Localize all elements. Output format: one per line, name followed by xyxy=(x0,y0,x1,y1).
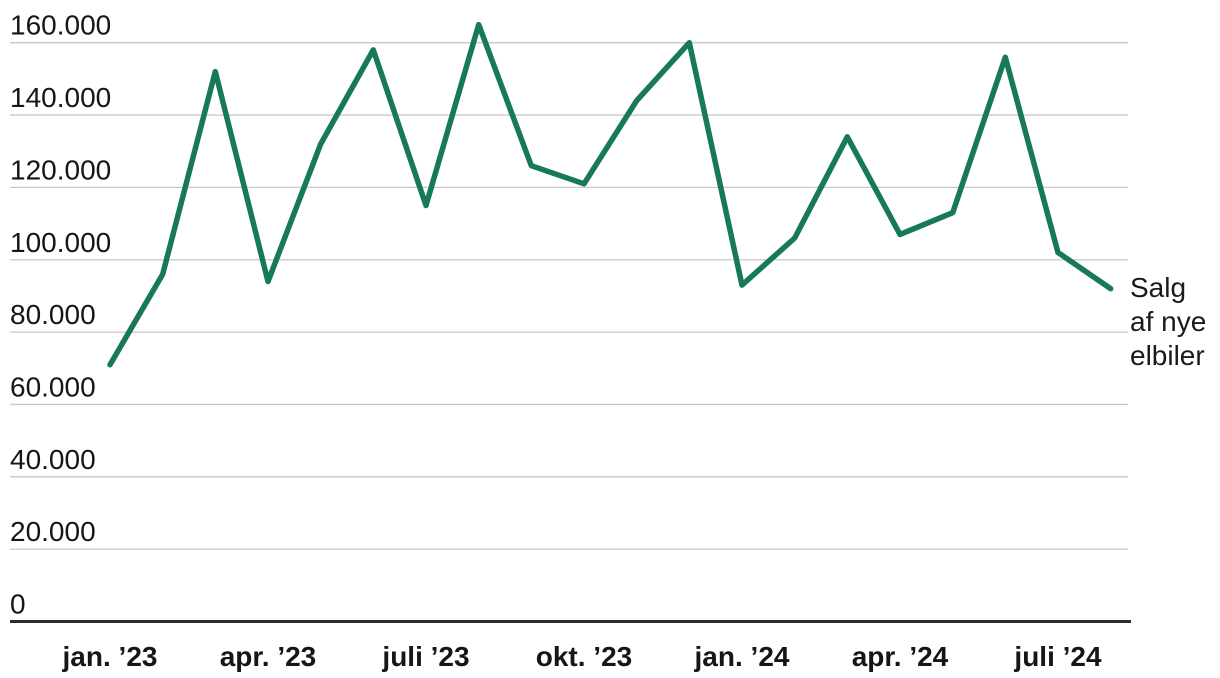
y-tick-label: 60.000 xyxy=(10,371,96,402)
y-tick-label: 140.000 xyxy=(10,82,111,113)
x-tick-label: jan. ’24 xyxy=(694,641,790,672)
y-tick-label: 20.000 xyxy=(10,516,96,547)
series-annotation-line-1: Salg xyxy=(1130,272,1186,303)
y-tick-label: 0 xyxy=(10,589,26,620)
x-tick-label: jan. ’23 xyxy=(62,641,158,672)
y-axis-tick-labels: 0 20.000 40.000 60.000 80.000 100.000 120.000 1… xyxy=(10,10,111,620)
x-tick-label: juli ’24 xyxy=(1013,641,1102,672)
y-tick-label: 160.000 xyxy=(10,10,111,41)
x-tick-label: apr. ’24 xyxy=(852,641,949,672)
y-tick-label: 80.000 xyxy=(10,299,96,330)
x-tick-label: apr. ’23 xyxy=(220,641,317,672)
series-annotation-line-2: af nye xyxy=(1130,306,1206,337)
y-tick-label: 120.000 xyxy=(10,154,111,185)
x-tick-label: juli ’23 xyxy=(381,641,469,672)
ev-sales-series-line xyxy=(107,21,1114,368)
y-tick-label: 40.000 xyxy=(10,444,96,475)
series-annotation-line-3: elbiler xyxy=(1130,340,1205,371)
y-gridlines xyxy=(10,42,1128,550)
x-tick-label: okt. ’23 xyxy=(536,641,632,672)
x-axis-tick-labels: jan. ’23 apr. ’23 juli ’23 okt. ’23 jan. ’24… xyxy=(62,641,1102,672)
series-annotation: Salg af nye elbiler xyxy=(1130,272,1206,371)
y-tick-label: 100.000 xyxy=(10,227,111,258)
